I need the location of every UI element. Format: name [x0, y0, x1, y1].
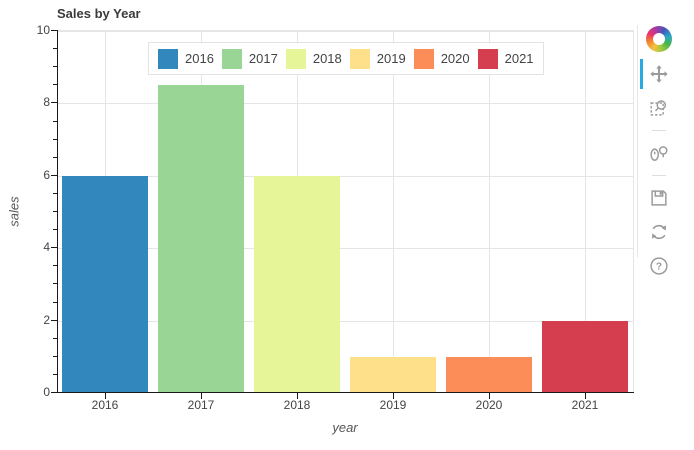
bar-2021 — [542, 321, 628, 393]
y-minor-tick-6.5 — [53, 157, 57, 158]
x-major-tick-2017 — [201, 393, 202, 399]
svg-text:?: ? — [656, 261, 662, 272]
active-tool-indicator — [640, 59, 643, 89]
x-major-tick-2021 — [585, 393, 586, 399]
legend-item-2020: 2020 — [413, 48, 470, 69]
legend-item-2019: 2019 — [349, 48, 406, 69]
v-gridline-2020 — [489, 31, 490, 393]
y-tick-label-2: 2 — [43, 313, 50, 327]
toolbar-divider — [637, 25, 638, 257]
bokeh-logo-icon — [646, 26, 672, 52]
reset-tool-button[interactable] — [645, 218, 673, 246]
y-tick-label-6: 6 — [43, 168, 50, 182]
box-zoom-icon — [648, 97, 670, 119]
y-minor-tick-5.5 — [53, 193, 57, 194]
y-tick-label-4: 4 — [43, 240, 50, 254]
legend-swatch-2020 — [413, 48, 434, 69]
y-minor-tick-3.5 — [53, 265, 57, 266]
bokeh-logo[interactable] — [646, 26, 672, 52]
y-major-tick-6 — [51, 175, 57, 176]
x-major-tick-2020 — [489, 393, 490, 399]
legend-label: 2016 — [185, 51, 214, 66]
legend-label: 2017 — [248, 51, 278, 66]
h-gridline-6 — [57, 175, 633, 177]
plot-canvas[interactable] — [57, 30, 634, 393]
legend-item-2016: 2016 — [158, 48, 214, 69]
x-major-tick-2019 — [393, 393, 394, 399]
legend-swatch-2016 — [158, 48, 178, 69]
help-icon: ? — [648, 255, 670, 277]
y-minor-tick-1 — [53, 356, 57, 357]
y-minor-tick-8.5 — [53, 84, 57, 85]
x-tick-label-2016: 2016 — [91, 398, 119, 412]
y-tick-label-0: 0 — [43, 385, 50, 399]
y-major-tick-10 — [51, 30, 57, 31]
bar-2017 — [158, 85, 244, 393]
toolbar-separator — [652, 175, 666, 176]
save-icon — [648, 187, 670, 209]
x-tick-label-2018: 2018 — [283, 398, 311, 412]
wheel-zoom-icon — [648, 142, 670, 164]
wheel-zoom-tool-button[interactable] — [645, 139, 673, 167]
y-axis-line — [57, 30, 58, 393]
y-minor-tick-9 — [53, 66, 57, 67]
y-major-tick-4 — [51, 247, 57, 248]
x-tick-label-2017: 2017 — [187, 398, 215, 412]
y-minor-tick-2.5 — [53, 302, 57, 303]
box-zoom-tool-button[interactable] — [645, 94, 673, 122]
y-minor-tick-3 — [53, 283, 57, 284]
legend-swatch-2017 — [221, 48, 242, 69]
h-gridline-4 — [57, 248, 633, 250]
x-axis-title: year — [332, 420, 358, 435]
toolbar-separator — [652, 130, 666, 131]
y-minor-tick-5 — [53, 211, 57, 212]
help-tool-button[interactable]: ? — [645, 252, 673, 280]
pan-icon — [648, 63, 670, 85]
x-major-tick-2016 — [105, 393, 106, 399]
save-tool-button[interactable] — [645, 184, 673, 212]
x-tick-label-2021: 2021 — [571, 398, 599, 412]
legend-label: 2019 — [376, 51, 406, 66]
y-minor-tick-7 — [53, 139, 57, 140]
bar-2016 — [62, 176, 148, 393]
y-tick-label-10: 10 — [36, 23, 50, 37]
h-gridline-8 — [57, 103, 633, 105]
x-tick-label-2019: 2019 — [379, 398, 407, 412]
y-minor-tick-4.5 — [53, 229, 57, 230]
legend-swatch-2021 — [477, 48, 498, 69]
bokeh-toolbar: ? — [640, 26, 677, 280]
x-tick-label-2020: 2020 — [475, 398, 503, 412]
bar-2020 — [446, 357, 532, 393]
x-axis-line — [57, 392, 634, 393]
y-major-tick-2 — [51, 320, 57, 321]
legend-swatch-2018 — [285, 48, 306, 69]
y-tick-label-8: 8 — [43, 95, 50, 109]
h-gridline-10 — [57, 31, 633, 32]
pan-tool-button[interactable] — [640, 59, 673, 89]
legend-label: 2020 — [440, 51, 470, 66]
y-major-tick-8 — [51, 102, 57, 103]
y-axis-title: sales — [6, 196, 22, 227]
y-major-tick-0 — [51, 392, 57, 393]
legend-swatch-2019 — [349, 48, 370, 69]
bar-2018 — [254, 176, 340, 393]
legend-item-2021: 2021 — [477, 48, 534, 69]
v-gridline-2019 — [393, 31, 394, 393]
h-gridline-2 — [57, 320, 633, 322]
legend-label: 2021 — [504, 51, 534, 66]
reset-icon — [648, 221, 670, 243]
x-major-tick-2018 — [297, 393, 298, 399]
legend: 2016 2017 2018 2019 2020 2021 — [148, 42, 544, 75]
legend-item-2018: 2018 — [285, 48, 342, 69]
legend-item-2017: 2017 — [221, 48, 278, 69]
legend-label: 2018 — [312, 51, 342, 66]
y-minor-tick-7.5 — [53, 121, 57, 122]
y-minor-tick-0.5 — [53, 374, 57, 375]
chart-title: Sales by Year — [57, 6, 141, 21]
bar-2019 — [350, 357, 436, 393]
y-minor-tick-9.5 — [53, 48, 57, 49]
y-minor-tick-1.5 — [53, 338, 57, 339]
v-gridline-2021 — [585, 31, 586, 393]
